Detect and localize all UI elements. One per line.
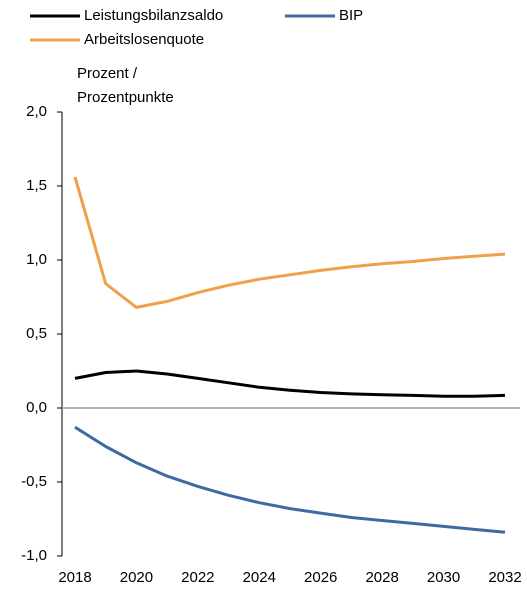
- y-axis-label: Prozentpunkte: [77, 89, 174, 106]
- series-line: [74, 369, 506, 398]
- x-tick-label: 2030: [427, 569, 460, 586]
- y-axis-label: Prozent /: [77, 65, 138, 82]
- x-tick-label: 2022: [181, 569, 214, 586]
- x-tick-label: 2032: [488, 569, 521, 586]
- x-tick-label: 2020: [120, 569, 153, 586]
- y-tick-label: 2,0: [26, 103, 47, 120]
- legend-label: BIP: [339, 7, 363, 24]
- y-tick-label: 0,0: [26, 399, 47, 416]
- legend-label: Leistungsbilanzsaldo: [84, 7, 223, 24]
- y-tick-label: 1,5: [26, 177, 47, 194]
- x-tick-label: 2018: [58, 569, 91, 586]
- y-tick-label: 0,5: [26, 325, 47, 342]
- series-line: [74, 425, 506, 534]
- series-line: [73, 176, 506, 309]
- x-tick-label: 2026: [304, 569, 337, 586]
- y-tick-label: -0,5: [21, 473, 47, 490]
- x-tick-label: 2024: [243, 569, 276, 586]
- legend-label: Arbeitslosenquote: [84, 31, 204, 48]
- x-tick-label: 2028: [365, 569, 398, 586]
- y-tick-label: 1,0: [26, 251, 47, 268]
- y-tick-label: -1,0: [21, 547, 47, 564]
